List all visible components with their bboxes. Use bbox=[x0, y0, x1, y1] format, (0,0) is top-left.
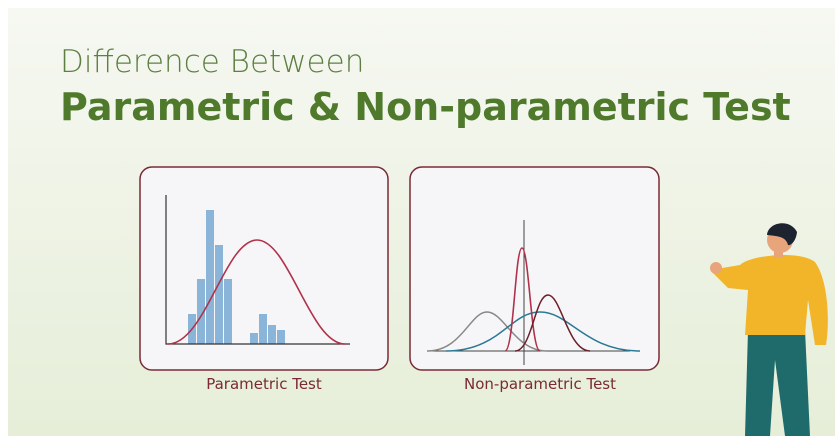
panel-label: Parametric Test bbox=[206, 375, 322, 393]
parametric-card: Parametric Test bbox=[140, 167, 388, 393]
title: Difference Between bbox=[60, 44, 364, 80]
subtitle: Parametric & Non-parametric Test bbox=[60, 85, 791, 129]
panel-label: Non-parametric Test bbox=[464, 375, 616, 393]
infographic: Difference Between Parametric & Non-para… bbox=[0, 0, 835, 436]
nonparametric-card: Non-parametric Test bbox=[410, 167, 659, 393]
page: Difference Between Parametric & Non-para… bbox=[0, 0, 835, 436]
